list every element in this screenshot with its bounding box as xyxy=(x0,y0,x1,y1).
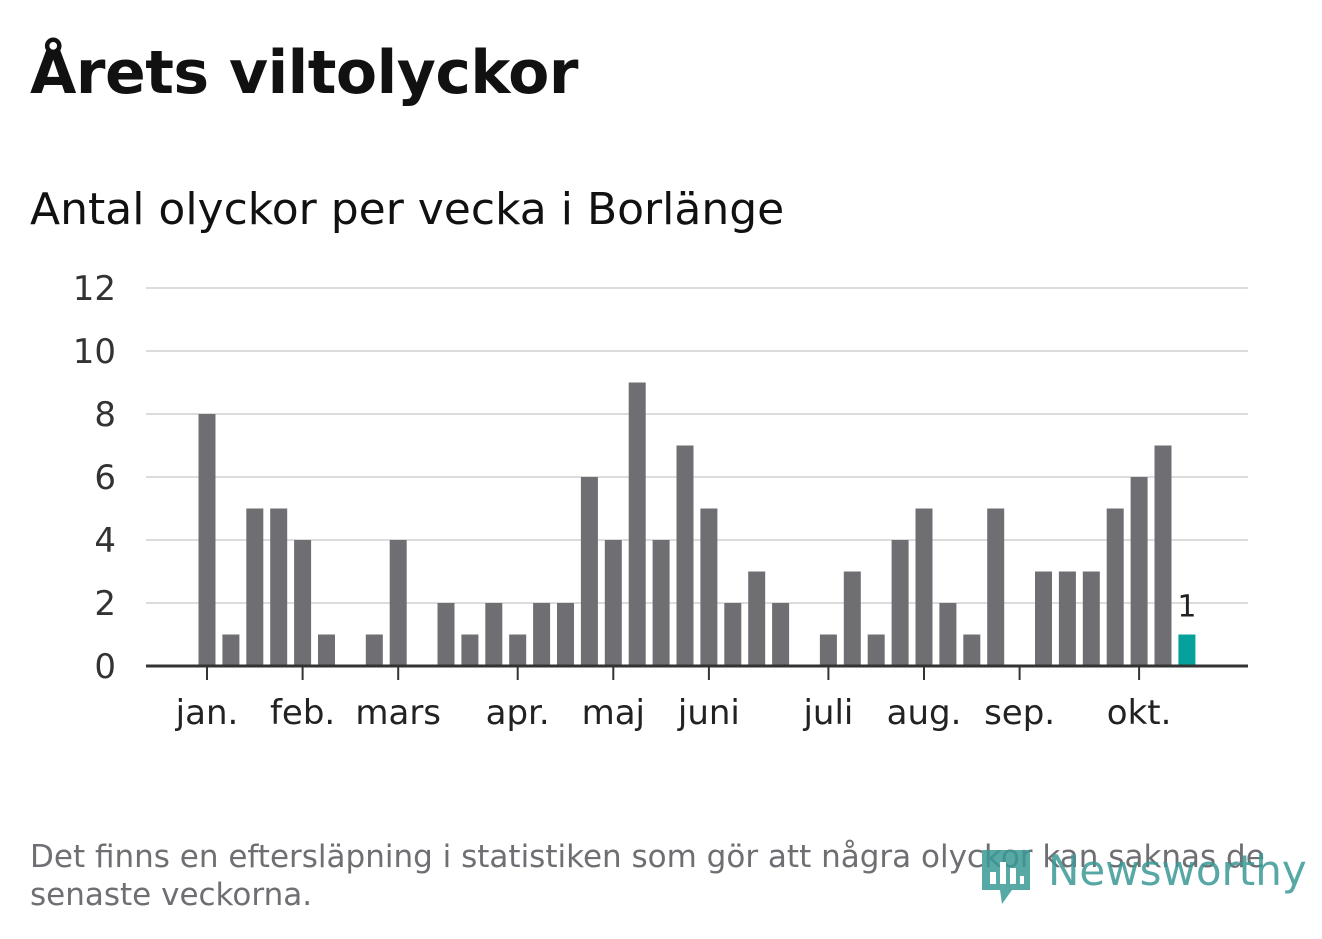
bar xyxy=(270,508,288,666)
bar xyxy=(628,382,646,666)
bar-highlight xyxy=(1178,634,1196,666)
brand-name: Newsworthy xyxy=(1048,846,1307,895)
y-tick-label: 12 xyxy=(73,269,116,309)
y-tick-label: 2 xyxy=(94,584,116,624)
bar xyxy=(1035,571,1052,666)
bar xyxy=(1082,571,1100,666)
y-tick-label: 8 xyxy=(94,395,116,435)
y-tick-label: 0 xyxy=(94,647,116,687)
bar xyxy=(461,634,479,666)
bar xyxy=(485,603,503,666)
y-tick-label: 4 xyxy=(94,521,116,561)
y-tick-label: 10 xyxy=(73,332,116,372)
x-tick-label: juni xyxy=(677,693,740,733)
bar xyxy=(533,603,551,666)
bar xyxy=(915,508,933,666)
chart-subtitle: Antal olyckor per vecka i Borlänge xyxy=(30,184,785,235)
newsworthy-logo-icon xyxy=(982,850,1030,904)
bar xyxy=(939,603,957,666)
x-tick-label: juli xyxy=(802,693,853,733)
x-tick-label: jan. xyxy=(175,693,239,733)
bar xyxy=(557,603,574,666)
bar xyxy=(437,603,455,666)
footnote: Det finns en eftersläpning i statistiken… xyxy=(30,839,1265,913)
x-tick-label: aug. xyxy=(887,693,962,733)
bar xyxy=(318,634,335,666)
bar xyxy=(294,540,312,666)
bar xyxy=(389,540,407,666)
x-tick-label: okt. xyxy=(1107,693,1172,733)
bar xyxy=(509,634,527,666)
bar xyxy=(1130,477,1148,666)
bar xyxy=(198,414,216,666)
bar xyxy=(1058,571,1076,666)
bar xyxy=(819,634,837,666)
bar xyxy=(676,445,694,666)
bar xyxy=(365,634,383,666)
bar xyxy=(246,508,264,666)
bar xyxy=(963,634,981,666)
y-tick-label: 6 xyxy=(94,458,116,498)
bar xyxy=(222,634,240,666)
x-tick-label: mars xyxy=(355,693,441,733)
bar xyxy=(891,540,909,666)
bar xyxy=(604,540,622,666)
bar xyxy=(652,540,670,666)
data-label: 1 xyxy=(1177,590,1196,625)
bar xyxy=(700,508,718,666)
x-tick-label: feb. xyxy=(270,693,335,733)
x-tick-label: sep. xyxy=(984,693,1055,733)
brand-logo: Newsworthy xyxy=(978,838,1307,918)
bar xyxy=(772,603,790,666)
bar xyxy=(1154,445,1172,666)
bar xyxy=(987,508,1005,666)
bar xyxy=(843,571,861,666)
x-tick-label: apr. xyxy=(486,693,550,733)
bar xyxy=(867,634,885,666)
bar xyxy=(748,571,766,666)
x-tick-label: maj xyxy=(582,693,645,733)
bar xyxy=(580,477,598,666)
bar xyxy=(1106,508,1124,666)
bar xyxy=(724,603,742,666)
bar-chart: 0 2 4 6 8 10 12 1 jan. feb. mars apr. maj juni juli aug… xyxy=(73,269,1248,733)
chart-title: Årets viltolyckor xyxy=(30,38,579,108)
